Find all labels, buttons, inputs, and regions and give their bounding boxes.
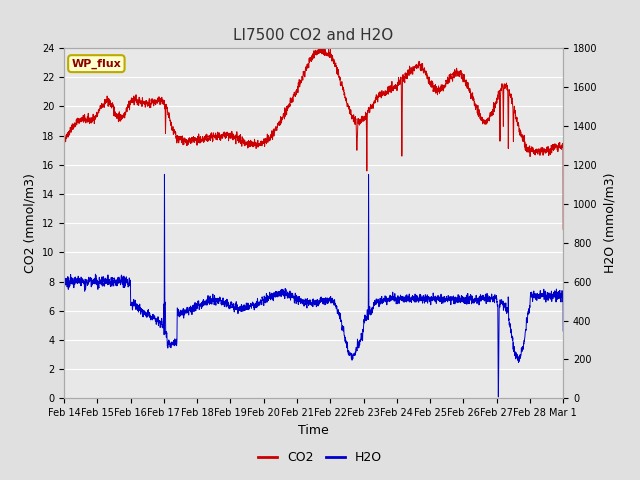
X-axis label: Time: Time xyxy=(298,424,329,437)
Y-axis label: H2O (mmol/m3): H2O (mmol/m3) xyxy=(603,173,616,274)
Title: LI7500 CO2 and H2O: LI7500 CO2 and H2O xyxy=(234,28,394,43)
Y-axis label: CO2 (mmol/m3): CO2 (mmol/m3) xyxy=(23,173,36,273)
Legend: CO2, H2O: CO2, H2O xyxy=(253,446,387,469)
Text: WP_flux: WP_flux xyxy=(72,59,121,69)
